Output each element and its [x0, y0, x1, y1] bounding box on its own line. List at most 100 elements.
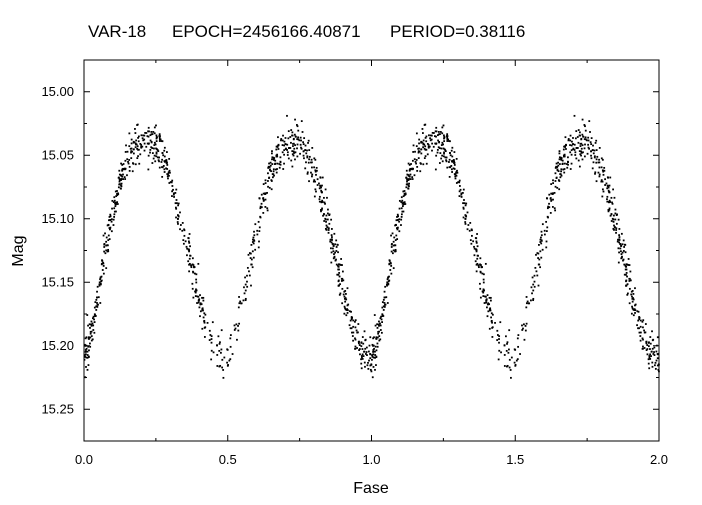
data-point: [319, 176, 322, 179]
data-point: [115, 210, 117, 213]
data-point: [632, 293, 635, 295]
data-point: [96, 302, 98, 304]
data-point: [212, 351, 215, 354]
data-point: [595, 149, 598, 151]
data-point: [403, 201, 406, 204]
data-point: [590, 157, 593, 160]
data-point: [195, 278, 198, 281]
data-point: [344, 307, 346, 310]
data-point: [360, 358, 362, 361]
data-point: [166, 168, 169, 170]
data-point: [350, 310, 352, 313]
data-point: [625, 273, 627, 276]
data-point: [155, 136, 158, 138]
data-point: [417, 150, 420, 153]
data-point: [476, 257, 479, 260]
data-point: [121, 164, 124, 166]
data-point: [539, 250, 542, 253]
data-point: [164, 159, 167, 162]
data-point: [336, 273, 339, 276]
data-point: [301, 131, 304, 133]
data-point: [534, 266, 537, 269]
data-point: [271, 150, 273, 153]
data-point: [97, 296, 100, 299]
data-point: [128, 165, 131, 168]
data-point: [622, 258, 625, 261]
data-point: [364, 353, 367, 355]
data-point: [597, 161, 600, 164]
data-point: [374, 324, 377, 327]
data-point: [322, 214, 324, 217]
data-point: [443, 134, 445, 137]
data-point: [220, 329, 223, 332]
data-point: [109, 219, 112, 222]
data-point: [117, 186, 120, 189]
data-point: [203, 336, 206, 338]
data-point: [246, 280, 248, 283]
data-point: [454, 175, 457, 178]
data-point: [569, 134, 572, 137]
data-point: [639, 325, 642, 328]
data-point: [89, 327, 91, 329]
data-point: [95, 298, 98, 301]
data-point: [99, 276, 102, 279]
data-point: [552, 179, 554, 182]
data-point: [116, 190, 118, 192]
data-point: [310, 158, 313, 161]
data-point: [393, 244, 396, 247]
data-point: [620, 250, 622, 253]
data-point: [96, 285, 99, 288]
data-point: [384, 285, 387, 288]
data-point: [537, 263, 540, 266]
data-point: [558, 180, 561, 182]
data-point: [371, 343, 374, 346]
data-point: [367, 350, 370, 353]
data-point: [151, 162, 154, 164]
data-point: [134, 128, 136, 130]
data-point: [150, 140, 153, 143]
data-point: [602, 173, 605, 176]
data-point: [330, 261, 333, 264]
data-point: [266, 209, 269, 212]
data-point: [274, 163, 276, 165]
data-point: [551, 206, 554, 208]
data-point: [83, 358, 86, 361]
data-point: [537, 284, 540, 287]
data-point: [595, 139, 598, 142]
data-point: [612, 227, 615, 230]
data-point: [375, 338, 378, 340]
data-point: [478, 266, 480, 269]
data-point: [464, 217, 467, 220]
data-point: [323, 213, 325, 215]
data-point: [630, 290, 633, 293]
data-point: [100, 263, 103, 266]
data-point: [350, 318, 353, 321]
data-point: [141, 137, 144, 140]
data-point: [536, 274, 539, 277]
data-point: [418, 138, 421, 141]
data-point: [152, 131, 155, 133]
data-point: [460, 193, 463, 196]
data-point: [396, 216, 398, 218]
data-point: [419, 170, 422, 173]
data-point: [300, 139, 302, 142]
data-point: [614, 226, 616, 229]
data-point: [406, 178, 409, 180]
data-point: [124, 178, 127, 180]
data-point: [558, 163, 561, 165]
data-point: [556, 166, 559, 168]
data-point: [445, 159, 447, 162]
data-point: [269, 164, 272, 167]
data-point: [463, 199, 465, 201]
data-point: [95, 305, 98, 308]
y-tick-label: 15.10: [41, 211, 74, 226]
data-point: [138, 148, 140, 151]
data-point: [418, 142, 420, 145]
data-point: [346, 309, 349, 312]
data-point: [649, 342, 652, 345]
data-point: [168, 157, 171, 160]
data-point: [453, 168, 456, 170]
data-point: [314, 188, 317, 191]
data-point: [561, 163, 564, 165]
data-point: [165, 162, 168, 164]
